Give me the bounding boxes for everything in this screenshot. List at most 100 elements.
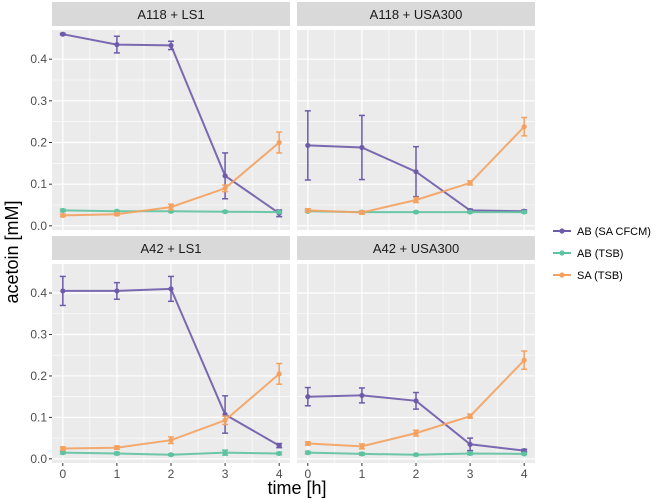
panel-strip [297, 2, 535, 26]
legend-label: SA (TSB) [577, 270, 623, 282]
panel: A118 + USA300 [297, 2, 535, 230]
x-tick-label: 3 [222, 467, 229, 481]
data-point [60, 450, 66, 456]
data-point [168, 42, 174, 49]
y-tick-label: 0.3 [30, 94, 47, 108]
data-point [467, 450, 473, 457]
data-point [359, 392, 365, 399]
data-point [60, 288, 66, 294]
y-tick-label: 0.1 [30, 410, 47, 424]
series-sa-tsb [304, 350, 528, 450]
data-point [521, 209, 527, 215]
legend-item: AB (TSB) [553, 248, 623, 260]
data-point [413, 209, 419, 215]
panel-strip [52, 236, 290, 260]
data-point [114, 288, 120, 294]
data-point [168, 204, 174, 210]
data-point [305, 440, 311, 447]
panel: A42 + USA300 0 1 2 3 4 [297, 236, 535, 481]
series-sa-tsb [59, 131, 283, 219]
data-point [222, 173, 228, 179]
data-point [413, 197, 419, 203]
data-point [305, 394, 311, 400]
data-point [60, 207, 66, 214]
y-axis-title-group: acetoin [mM] [2, 200, 22, 303]
panel-strip [297, 236, 535, 260]
x-tick-label: 3 [467, 467, 474, 481]
data-point [168, 452, 174, 458]
data-point [276, 371, 282, 377]
legend: AB (SA CFCM) AB (TSB) SA (TSB) [553, 226, 651, 282]
data-point [276, 209, 282, 215]
y-tick-label: 0.1 [30, 177, 47, 191]
series-sa-tsb [304, 116, 528, 216]
data-point [222, 209, 228, 215]
y-tick-label: 0.2 [30, 136, 47, 150]
data-point [359, 451, 365, 457]
data-point [413, 452, 419, 458]
data-point [60, 212, 66, 219]
data-point [413, 169, 419, 175]
x-tick-label: 4 [521, 467, 528, 481]
series-ab-sa-cfcm [59, 275, 283, 449]
data-point [467, 209, 473, 215]
data-point [168, 437, 174, 443]
x-tick-label: 2 [168, 467, 175, 481]
y-tick-label: 0.0 [30, 219, 47, 233]
data-point [521, 124, 527, 130]
data-point [305, 207, 311, 214]
data-point [276, 450, 282, 457]
y-tick-label: 0.2 [30, 369, 47, 383]
y-tick-label: 0.4 [30, 286, 47, 300]
series-ab-tsb [59, 449, 283, 458]
x-tick-label: 2 [413, 467, 420, 481]
legend-key-point [559, 250, 565, 256]
series-ab-sa-cfcm [304, 386, 528, 454]
data-point [467, 413, 473, 419]
y-tick-label: 0.3 [30, 327, 47, 341]
data-point [413, 398, 419, 404]
data-point [114, 211, 120, 217]
data-point [60, 31, 66, 37]
data-point [222, 185, 228, 191]
data-point [521, 451, 527, 457]
legend-key-point [559, 272, 565, 278]
x-tick-label: 4 [276, 467, 283, 481]
y-tick-label: 0.4 [30, 52, 47, 66]
data-point [413, 430, 419, 436]
panel-title: A42 + USA300 [373, 241, 459, 256]
data-point [114, 41, 120, 48]
panels-layer: A118 + LS1 0.0 0.1 0.2 0.3 0.4 A118 + USA300 A4… [30, 2, 535, 481]
data-point [359, 209, 365, 216]
legend-key-point [559, 228, 565, 234]
series-sa-tsb [59, 362, 283, 452]
data-point [359, 144, 365, 151]
panel-title: A118 + LS1 [137, 7, 204, 22]
panel-title: A118 + USA300 [370, 7, 463, 22]
y-axis-title: acetoin [mM] [2, 200, 22, 303]
data-point [60, 445, 66, 452]
legend-item: SA (TSB) [553, 270, 623, 282]
data-point [521, 357, 527, 363]
data-point [305, 142, 311, 149]
panel-strip [52, 2, 290, 26]
series-ab-tsb [304, 450, 528, 458]
legend-label: AB (SA CFCM) [577, 226, 651, 238]
data-point [276, 139, 282, 146]
legend-item: AB (SA CFCM) [553, 226, 651, 238]
panel: A118 + LS1 0.0 0.1 0.2 0.3 0.4 [30, 2, 290, 233]
x-tick-label: 0 [59, 467, 66, 481]
x-tick-label: 0 [304, 467, 311, 481]
x-tick-label: 1 [359, 467, 366, 481]
x-axis-title: time [h] [267, 478, 326, 498]
data-point [114, 445, 120, 451]
data-point [276, 442, 282, 449]
panel: A42 + LS1 0.0 0.1 0.2 0.3 0.4 0 1 2 3 4 [30, 236, 290, 481]
data-point [222, 417, 228, 423]
y-tick-label: 0.0 [30, 452, 47, 466]
data-point [114, 450, 120, 457]
series-ab-sa-cfcm [59, 31, 283, 218]
data-point [467, 180, 473, 186]
data-point [222, 450, 228, 456]
